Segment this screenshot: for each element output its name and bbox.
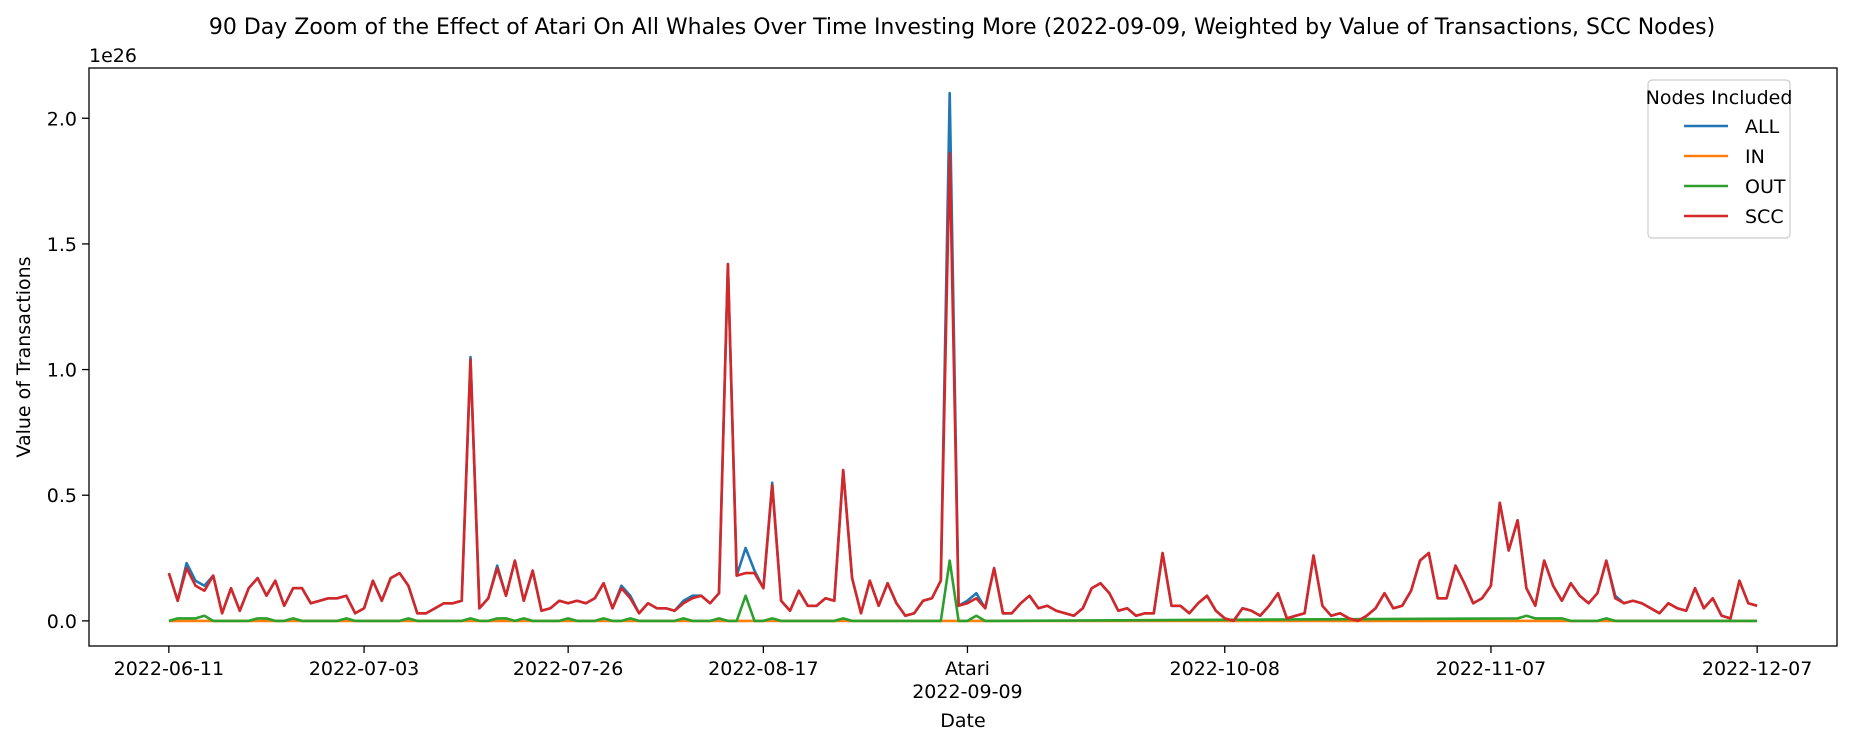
legend: Nodes Included ALL IN OUT SCC: [1646, 79, 1793, 239]
legend-label-scc: SCC: [1745, 206, 1784, 228]
x-tick-label: 2022-11-07: [1436, 658, 1546, 680]
x-tick-label: 2022-12-07: [1702, 658, 1812, 680]
series-line-out: [168, 559, 1758, 623]
chart-title: 90 Day Zoom of the Effect of Atari On Al…: [209, 15, 1715, 40]
series-line-scc: [167, 152, 1758, 623]
x-tick-label: 2022-07-26: [513, 658, 623, 680]
legend-label-out: OUT: [1745, 176, 1786, 198]
y-tick-label: 2.0: [47, 108, 77, 130]
x-tick-label: 2022-08-17: [708, 658, 818, 680]
event-date-label: 2022-09-09: [912, 681, 1022, 703]
legend-label-in: IN: [1745, 146, 1765, 168]
y-tick-label: 0.5: [47, 485, 77, 507]
legend-label-all: ALL: [1745, 116, 1780, 138]
x-axis-label: Date: [940, 710, 985, 732]
y-offset-text: 1e26: [89, 45, 137, 67]
x-tick-label: 2022-06-11: [114, 658, 224, 680]
y-tick-label: 1.0: [47, 360, 77, 382]
x-tick-label: 2022-10-08: [1170, 658, 1280, 680]
event-label: Atari: [945, 658, 990, 680]
y-tick-label: 1.5: [47, 234, 77, 256]
x-tick-label: 2022-07-03: [309, 658, 419, 680]
plot-frame: [88, 67, 1838, 647]
legend-title: Nodes Included: [1646, 87, 1793, 109]
legend-box: [1647, 79, 1791, 239]
y-axis-label: Value of Transactions: [13, 256, 35, 457]
y-tick-label: 0.0: [47, 611, 77, 633]
